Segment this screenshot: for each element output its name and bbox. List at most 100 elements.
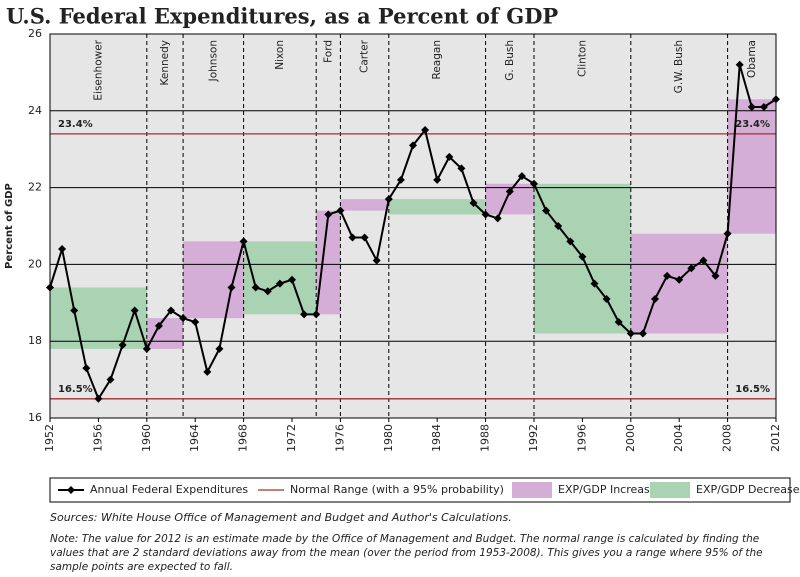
series-marker xyxy=(735,60,744,69)
series-marker xyxy=(566,237,575,246)
chart-title: U.S. Federal Expenditures, as a Percent … xyxy=(6,4,558,29)
series-marker xyxy=(203,367,212,376)
x-tick-label: 2012 xyxy=(769,424,782,452)
series-marker xyxy=(723,229,732,238)
plot-background xyxy=(50,34,776,418)
series-marker xyxy=(46,283,54,292)
normal-range-label: 23.4% xyxy=(58,119,93,130)
series-marker xyxy=(614,318,623,326)
legend-label: Normal Range (with a 95% probability) xyxy=(290,483,504,496)
series-marker xyxy=(263,287,272,296)
x-tick-label: 1992 xyxy=(527,424,540,452)
series-marker xyxy=(275,279,284,288)
series-marker xyxy=(130,306,139,315)
presidency-band xyxy=(50,287,147,349)
y-tick-label: 18 xyxy=(28,334,42,347)
series-marker xyxy=(288,275,296,284)
normal-range-label: 16.5% xyxy=(735,384,770,395)
note-line: Note: The value for 2012 is an estimate … xyxy=(50,533,759,545)
series-marker xyxy=(517,172,526,181)
series-marker xyxy=(626,329,635,338)
series-marker xyxy=(530,179,538,188)
series-marker xyxy=(251,283,260,292)
series-marker xyxy=(372,256,381,265)
presidency-band xyxy=(316,210,341,315)
x-tick-label: 1960 xyxy=(140,424,153,452)
series-marker xyxy=(336,206,345,215)
series-marker xyxy=(759,102,768,111)
x-tick-label: 1972 xyxy=(285,424,298,452)
president-label: G.W. Bush xyxy=(673,40,685,93)
legend-label: Annual Federal Expenditures xyxy=(90,483,248,496)
series-marker xyxy=(94,394,103,403)
president-label: Kennedy xyxy=(159,40,171,85)
x-tick-label: 1976 xyxy=(333,424,346,452)
series-marker xyxy=(191,318,200,326)
series-marker xyxy=(663,271,672,280)
president-label: Clinton xyxy=(576,40,588,77)
series-marker xyxy=(578,252,587,261)
series-marker xyxy=(699,256,708,265)
legend-label: EXP/GDP Increase xyxy=(558,483,657,496)
presidency-band xyxy=(146,318,184,349)
series-marker xyxy=(106,375,115,384)
x-tick-label: 1988 xyxy=(479,424,492,452)
series-marker xyxy=(711,271,720,280)
x-tick-label: 2008 xyxy=(721,424,734,452)
series-marker xyxy=(215,344,224,353)
x-tick-label: 1952 xyxy=(43,424,56,452)
series-marker xyxy=(167,306,175,315)
series-marker xyxy=(638,329,647,338)
presidency-band xyxy=(243,241,317,315)
y-axis-label: Percent of GDP xyxy=(4,183,15,269)
x-tick-label: 1984 xyxy=(430,424,443,452)
president-label: Obama xyxy=(746,40,758,78)
x-tick-label: 1980 xyxy=(382,424,395,452)
x-tick-label: 1996 xyxy=(575,424,588,452)
series-marker xyxy=(493,214,502,223)
series-marker xyxy=(312,310,321,319)
series-marker xyxy=(433,175,442,184)
series-marker xyxy=(457,164,466,173)
note-line: values that are 2 standard deviations aw… xyxy=(50,547,763,559)
president-label: Johnson xyxy=(207,40,219,82)
series-marker xyxy=(118,341,127,350)
note-line: sample points are expected to fall. xyxy=(50,561,233,573)
series-marker xyxy=(179,314,188,323)
series-marker xyxy=(142,344,151,353)
series-marker xyxy=(384,195,393,204)
series-marker xyxy=(542,206,551,215)
series-marker xyxy=(396,175,405,184)
series-marker xyxy=(772,95,780,104)
normal-range-label: 23.4% xyxy=(735,119,770,130)
series-marker xyxy=(348,233,357,242)
series-marker xyxy=(324,210,333,219)
y-tick-label: 16 xyxy=(28,411,42,424)
series-marker xyxy=(687,264,696,273)
x-tick-label: 1968 xyxy=(237,424,250,452)
x-tick-label: 2004 xyxy=(672,424,685,452)
y-tick-label: 22 xyxy=(28,181,42,194)
presidency-band xyxy=(388,199,486,215)
series-marker xyxy=(651,294,659,303)
series-marker xyxy=(602,294,611,303)
series-marker xyxy=(675,275,684,284)
series-marker xyxy=(469,198,478,207)
series-marker xyxy=(82,364,91,373)
normal-range-label: 16.5% xyxy=(58,384,93,395)
series-marker xyxy=(58,245,67,254)
series-marker xyxy=(554,222,563,230)
president-label: Carter xyxy=(359,39,371,73)
plot-frame xyxy=(49,33,777,419)
y-tick-label: 26 xyxy=(28,27,42,40)
president-label: Reagan xyxy=(431,40,443,79)
series-marker xyxy=(590,279,599,288)
president-label: Nixon xyxy=(274,40,286,70)
series-marker xyxy=(481,210,490,219)
series-marker xyxy=(747,102,756,111)
series-marker xyxy=(505,187,514,196)
series-marker xyxy=(360,233,369,242)
series-marker xyxy=(70,306,79,315)
series-marker xyxy=(239,237,248,246)
